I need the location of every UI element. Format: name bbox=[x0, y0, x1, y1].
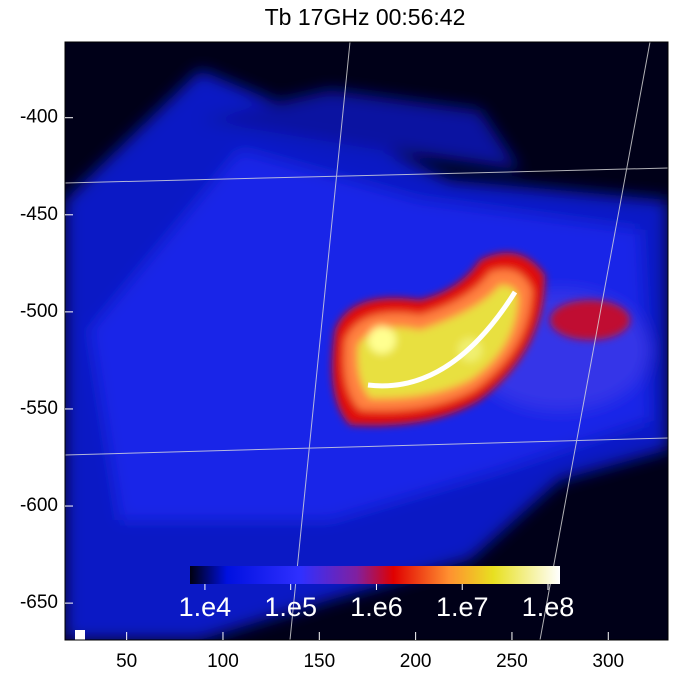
y-tick-label: -650 bbox=[20, 592, 58, 613]
chart-title: Tb 17GHz 00:56:42 bbox=[265, 4, 466, 30]
colorbar-tick-label: 1.e7 bbox=[436, 592, 489, 622]
colorbar-tick-label: 1.e8 bbox=[522, 592, 575, 622]
colorbar-tick-label: 1.e4 bbox=[179, 592, 232, 622]
y-tick-label: -500 bbox=[20, 301, 58, 322]
x-tick-label: 100 bbox=[207, 651, 239, 672]
y-tick-label: -450 bbox=[20, 204, 58, 225]
colorbar-tick-label: 1.e6 bbox=[350, 592, 403, 622]
y-tick-label: -400 bbox=[20, 107, 58, 128]
x-tick-label: 200 bbox=[400, 651, 432, 672]
x-tick-label: 150 bbox=[303, 651, 335, 672]
y-tick-label: -600 bbox=[20, 495, 58, 516]
x-tick-label: 50 bbox=[116, 651, 137, 672]
colorbar-tick-label: 1.e5 bbox=[264, 592, 317, 622]
y-tick-label: -550 bbox=[20, 398, 58, 419]
image bbox=[65, 42, 668, 640]
colorbar bbox=[190, 566, 560, 584]
x-tick-label: 250 bbox=[496, 651, 528, 672]
x-tick-label: 300 bbox=[592, 651, 624, 672]
